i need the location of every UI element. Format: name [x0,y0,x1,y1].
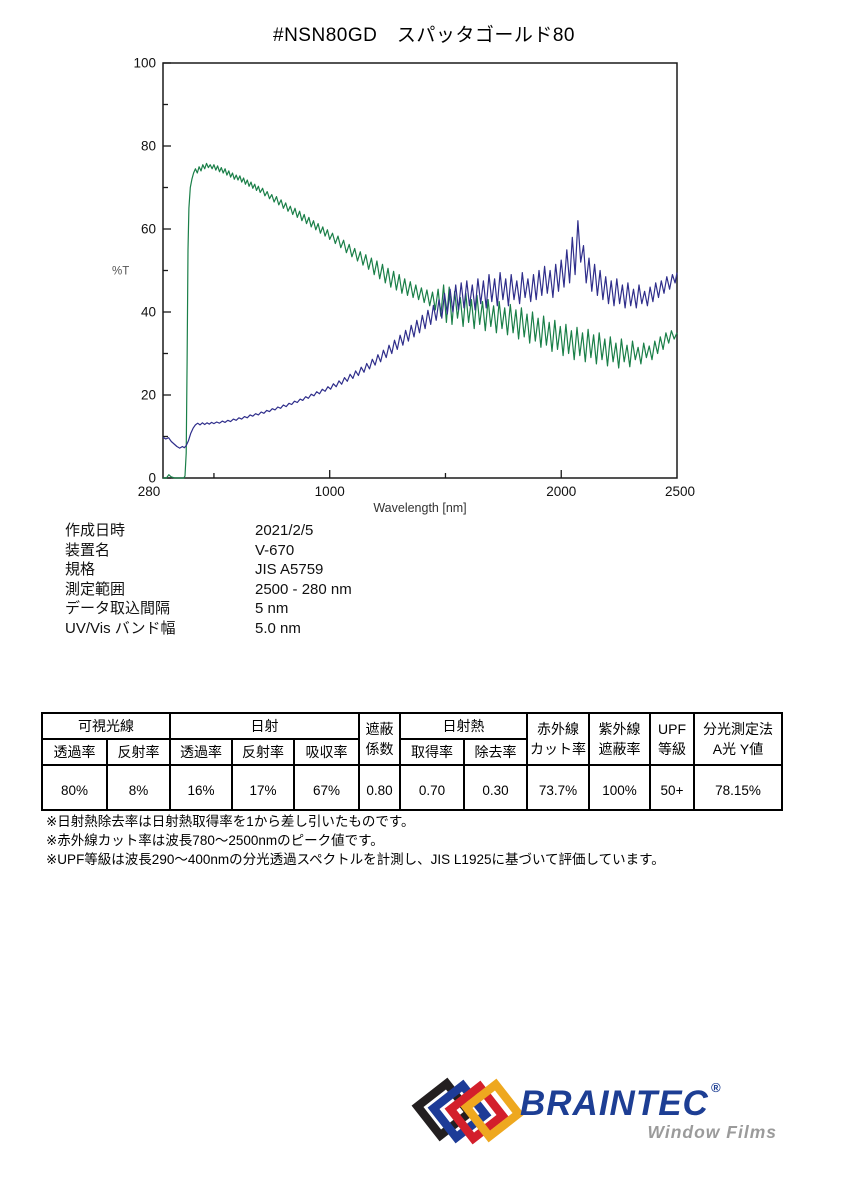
registered-mark-icon: ® [710,1080,722,1095]
meta-row: 規格 JIS A5759 [65,560,352,580]
table-sub-header: 除去率 [463,738,528,766]
meta-label: 装置名 [65,541,111,559]
meta-label: UV/Vis バンド幅 [65,619,176,637]
meta-value: V-670 [255,541,295,559]
table-group-header: 遮蔽 係数 [358,712,401,766]
table-group-header: 日射熱 [399,712,528,740]
table-value-cell: 8% [106,764,171,811]
x-tick-label: 1000 [315,484,345,499]
table-group-header: UPF 等級 [649,712,695,766]
meta-row: 測定範囲 2500 - 280 nm [65,580,352,600]
y-tick-label: 100 [133,56,156,71]
table-group-header: 日射 [169,712,360,740]
brand-tagline: Window Films [647,1122,777,1142]
footnote-line: ※赤外線カット率は波長780～2500nmのピーク値です。 [46,833,384,848]
y-tick-label: 40 [141,305,156,320]
table-value-cell: 100% [588,764,651,811]
page-title: #NSN80GD スパッタゴールド80 [273,25,575,46]
brand-text: BRAINTEC [520,1084,709,1123]
x-tick-label: 2000 [546,484,576,499]
table-value-cell: 0.70 [399,764,465,811]
footnote-line: ※日射熱除去率は日射熱取得率を1から差し引いたものです。 [46,814,415,829]
table-value-cell: 16% [169,764,233,811]
table-group-header: 分光測定法 A光 Y値 [693,712,783,766]
meta-value: 2500 - 280 nm [255,580,352,598]
meta-value: 2021/2/5 [255,522,314,539]
meta-label: データ取込間隔 [65,600,171,617]
table-value-cell: 78.15% [693,764,783,811]
table-value-cell: 73.7% [526,764,590,811]
table-value-cell: 0.80 [358,764,401,811]
table-value-cell: 80% [41,764,108,811]
table-group-header: 赤外線 カット率 [526,712,590,766]
table-value-cell: 17% [231,764,295,811]
x-tick-label: 280 [138,484,161,499]
table-value-cell: 67% [293,764,360,811]
table-sub-header: 吸収率 [293,738,360,766]
table-group-header: 紫外線 遮蔽率 [588,712,651,766]
meta-value: 5.0 nm [255,619,301,637]
y-tick-label: 60 [141,222,156,237]
logo-diamonds-icon [411,1077,525,1145]
y-tick-label: 0 [148,471,156,486]
y-tick-label: 80 [141,139,156,154]
footnotes: ※日射熱除去率は日射熱取得率を1から差し引いたものです。 ※赤外線カット率は波長… [46,812,665,869]
footnote-line: ※UPF等級は波長290～400nmの分光透過スペクトルを計測し、JIS L19… [46,852,665,867]
brand-name: BRAINTEC ® [520,1080,800,1124]
y-axis-title: %T [112,266,129,278]
spectrum-chart-svg: 0 20 40 60 80 100 280 1000 2000 2500 Wavelength [n… [112,56,695,516]
table-sub-header: 取得率 [399,738,465,766]
table-value-cell: 0.30 [463,764,528,811]
table-sub-header: 反射率 [231,738,295,766]
results-table: 可視光線 日射 遮蔽 係数 日射熱 赤外線 カット率 紫外線 遮蔽率 UPF 等級 分光測定法 A光 Y… [41,712,783,811]
table-sub-header: 透過率 [41,738,108,766]
meta-label: 測定範囲 [65,580,126,598]
x-tick-label: 2500 [665,484,695,499]
y-tick-label: 20 [141,388,156,403]
meta-row: 作成日時 2021/2/5 [65,521,352,541]
meta-row: データ取込間隔 5 nm [65,599,352,619]
meta-label: 規格 [65,561,96,578]
meta-row: UV/Vis バンド幅 5.0 nm [65,619,352,639]
measurement-metadata: 作成日時 2021/2/5 装置名 V-670 規格 JIS A5759 測定範囲 25… [65,521,352,638]
spectrum-chart: 0 20 40 60 80 100 280 1000 2000 2500 Wavelength [n… [0,0,848,530]
meta-row: 装置名 V-670 [65,541,352,561]
series-transmittance-green [163,162,678,479]
meta-value: JIS A5759 [255,561,324,578]
series-reflectance-navy [162,220,678,449]
table-value-cell: 50+ [649,764,695,811]
meta-value: 5 nm [255,600,289,617]
table-sub-header: 透過率 [169,738,233,766]
meta-label: 作成日時 [65,522,126,539]
table-group-header: 可視光線 [41,712,171,740]
x-axis-title: Wavelength [nm] [373,501,466,515]
table-sub-header: 反射率 [106,738,171,766]
